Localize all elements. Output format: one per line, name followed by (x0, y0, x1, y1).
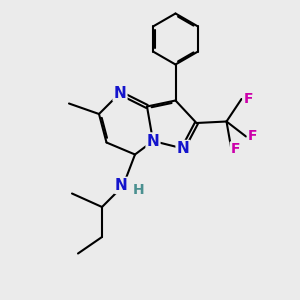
Text: F: F (231, 142, 240, 156)
Text: N: N (114, 85, 126, 100)
Text: N: N (115, 178, 128, 193)
Text: H: H (133, 184, 144, 197)
Text: N: N (147, 134, 159, 148)
Text: F: F (248, 130, 257, 143)
Text: F: F (243, 92, 253, 106)
Text: N: N (177, 141, 189, 156)
